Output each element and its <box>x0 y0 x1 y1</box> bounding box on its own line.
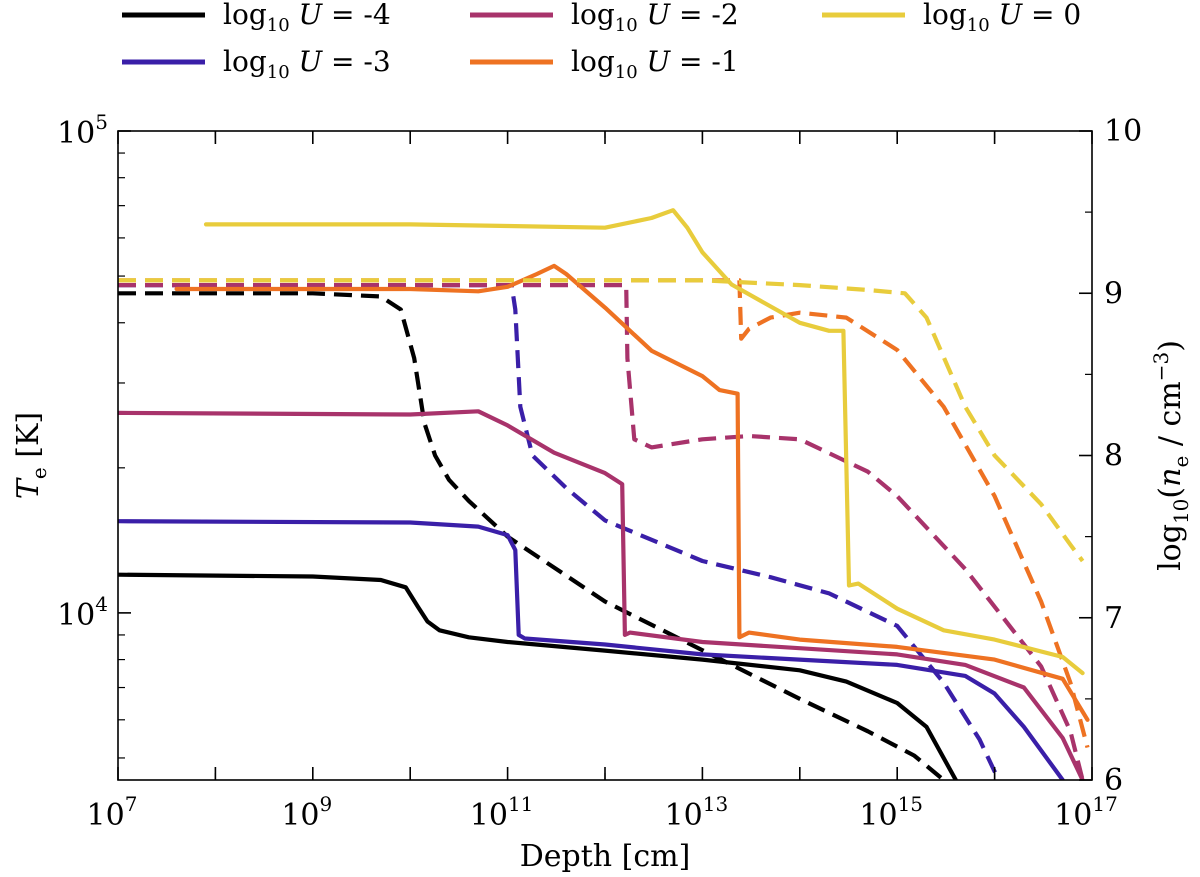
y-right-tick-label: 6 <box>1104 763 1123 798</box>
y-left-tick-label: 105 <box>57 110 108 151</box>
x-tick-label: 1015 <box>859 792 923 833</box>
series-5-density-line <box>118 278 1085 563</box>
series-4-density-line <box>118 278 1090 749</box>
y-right-tick-label: 8 <box>1104 439 1123 474</box>
y-axis-label-left: Te [K] <box>11 412 51 499</box>
y-right-tick-label: 10 <box>1104 114 1142 149</box>
series-3-density-line <box>118 283 1085 780</box>
legend-label-2: log10 U = -3 <box>223 45 391 83</box>
axis-ticks: 107 109 1011 1013 1015 1017 104 105 6 7 8 9 10 <box>57 110 1142 833</box>
plot-frame <box>117 130 1093 781</box>
series-1-density-line <box>118 291 946 780</box>
legend-label-4: log10 U = -1 <box>571 45 739 83</box>
x-tick-label: 107 <box>87 792 138 833</box>
x-tick-label: 1013 <box>665 792 729 833</box>
y-left-tick-label: 104 <box>57 592 108 633</box>
y-axis-label-right: log10(ne / cm−3) <box>1149 340 1193 571</box>
series-3-temperature-line <box>118 409 1085 780</box>
x-tick-label: 109 <box>281 792 332 833</box>
legend: log10 U = -4 log10 U = -3 log10 U = -2 log1… <box>122 0 1081 83</box>
series-5-temperature-line <box>203 208 1085 676</box>
y-right-tick-label: 7 <box>1104 601 1123 636</box>
legend-label-3: log10 U = -2 <box>571 0 739 36</box>
series-1-temperature-line <box>118 572 958 780</box>
legend-label-1: log10 U = -4 <box>223 0 391 36</box>
series-4-temperature-line <box>174 263 1090 722</box>
legend-label-5: log10 U = 0 <box>923 0 1081 36</box>
plot-curves <box>118 208 1090 780</box>
y-right-tick-label: 9 <box>1104 276 1123 311</box>
series-2-temperature-line <box>118 519 1065 780</box>
x-tick-label: 1011 <box>470 792 534 833</box>
x-tick-label: 1017 <box>1054 792 1118 833</box>
x-axis-label: Depth [cm] <box>520 839 691 874</box>
series-2-density-line <box>118 283 1001 780</box>
